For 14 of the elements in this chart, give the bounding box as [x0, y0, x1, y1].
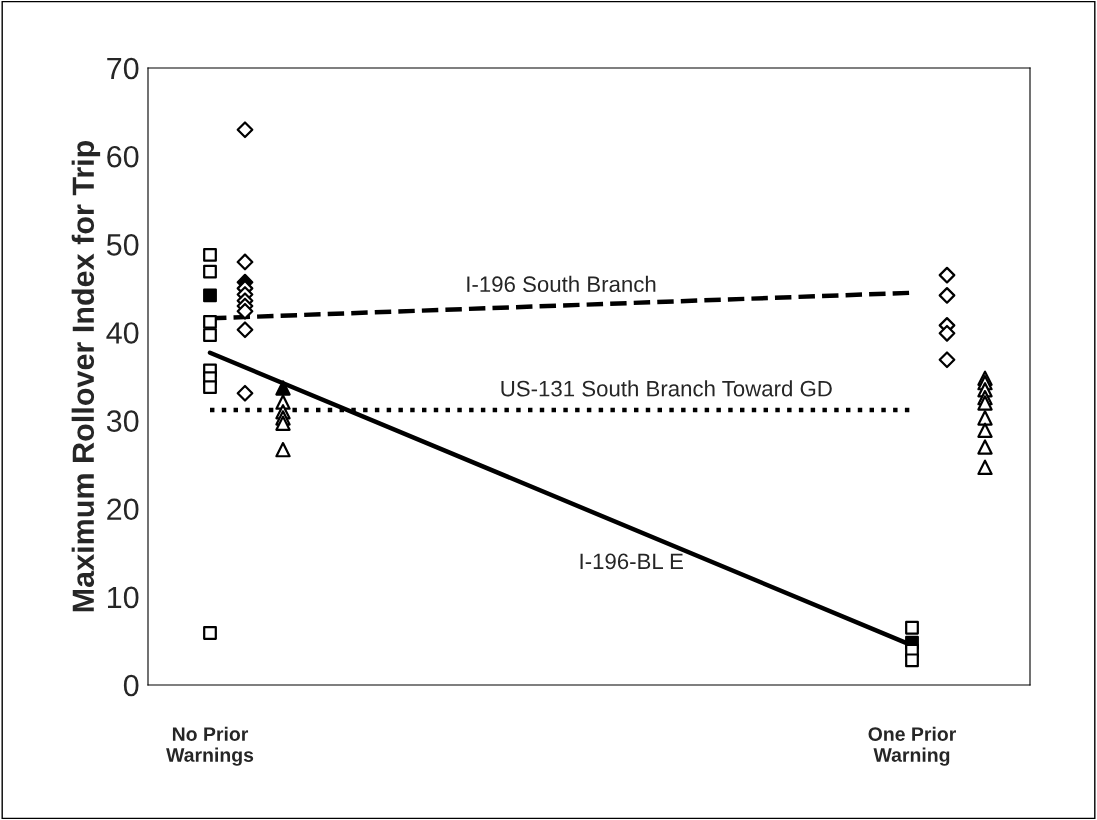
y-tick-label: 60: [107, 145, 139, 168]
y-axis-title: Maximum Rollover Index for Trip: [71, 140, 101, 612]
x-tick-label: One Prior Warning: [868, 726, 957, 766]
series-label: US-131 South Branch Toward GD: [501, 380, 832, 397]
y-tick-label: 0: [123, 674, 139, 697]
x-tick-label: No Prior Warnings: [166, 726, 254, 766]
y-tick-label: 30: [106, 410, 139, 432]
y-tick-label: 40: [106, 322, 139, 344]
y-tick-label: 70: [107, 57, 139, 80]
series-label: I-196 South Branch: [467, 275, 656, 293]
y-tick-label: 20: [107, 498, 139, 521]
y-tick-label: 10: [108, 586, 139, 609]
series-label: I-196-BL E: [580, 553, 683, 570]
y-tick-label: 50: [106, 234, 139, 256]
